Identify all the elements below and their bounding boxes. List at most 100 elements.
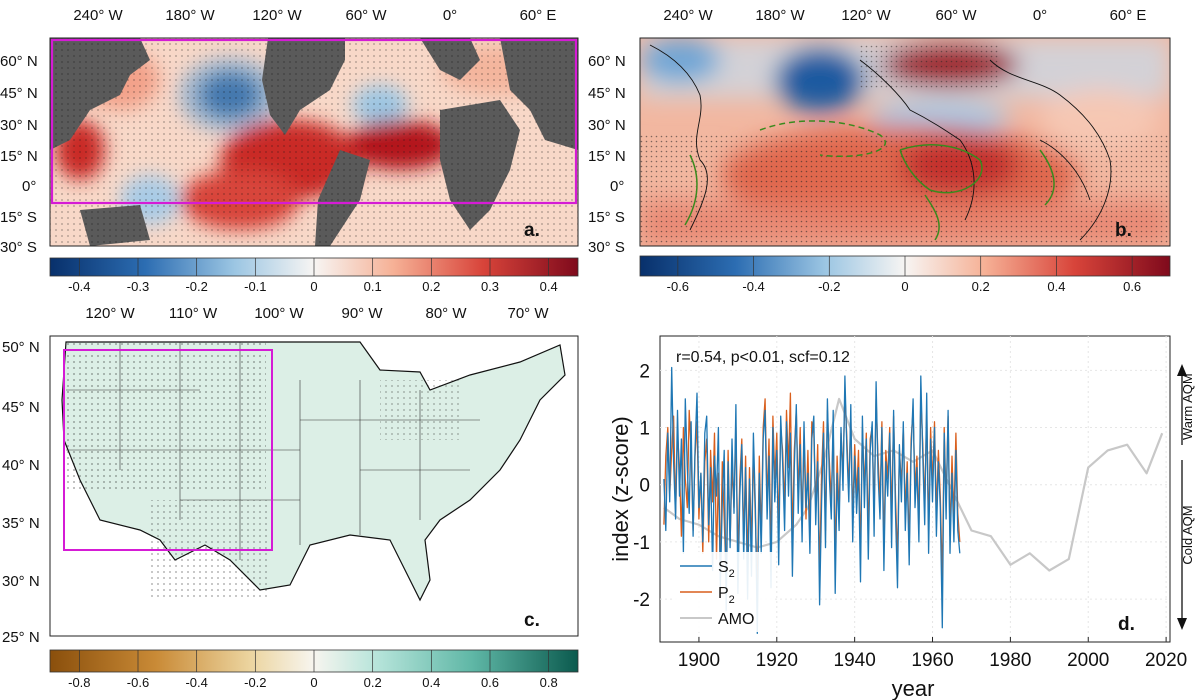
lat-label: 15° S (0, 209, 37, 226)
panel-b-lat-labels: 60° N 45° N 30° N 15° N 0° 15° S 30° S (588, 53, 626, 256)
panel-b-colorbar: -0.6 -0.4 -0.2 0 0.2 0.4 0.6 (639, 255, 1171, 294)
y-tick-label: -1 (633, 533, 650, 554)
lat-label: 40° N (2, 457, 40, 474)
panel-c-lat-labels: 50° N 45° N 40° N 35° N 30° N 25° N (2, 339, 40, 646)
lon-label: 70° W (507, 305, 549, 322)
lon-label: 60° E (520, 7, 557, 24)
lat-label: 35° N (2, 515, 40, 532)
legend-series-sub: 2 (729, 594, 735, 606)
panel-c-colorbar: -0.8 -0.6 -0.4 -0.2 0 0.2 0.4 0.6 0.8 (49, 649, 579, 690)
x-tick-label: 1980 (989, 650, 1031, 671)
lon-label: 90° W (341, 305, 383, 322)
panel-b-contours (684, 120, 1055, 241)
lon-label: 120° W (85, 305, 135, 322)
lat-label: 0° (610, 178, 624, 195)
lon-label: 60° W (935, 7, 977, 24)
lat-label: 25° N (2, 629, 40, 646)
colorbar-tick-label: 0.4 (1047, 279, 1065, 294)
colorbar-tick-label: -0.3 (127, 279, 149, 294)
colorbar-tick-label: -0.4 (185, 675, 207, 690)
colorbar-tick-label: 0.4 (422, 675, 440, 690)
colorbar-tick-label: -0.6 (127, 675, 149, 690)
colorbar-tick-label: 0 (901, 279, 908, 294)
panel-c: 120° W 110° W 100° W 90° W 80° W 70° W 5… (2, 305, 579, 690)
lon-label: 180° W (755, 7, 805, 24)
lon-label: 100° W (254, 305, 304, 322)
y-tick-label: 1 (639, 419, 650, 440)
lat-label: 50° N (2, 339, 40, 356)
legend-label-p2: P2 (718, 585, 735, 606)
colorbar-tick-label: -0.8 (68, 675, 90, 690)
colorbar-tick-label: 0.6 (1123, 279, 1141, 294)
cold-arrowhead (1177, 618, 1187, 630)
panel-letter-a: a. (524, 220, 540, 241)
colorbar-tick-label: 0.2 (972, 279, 990, 294)
aqm-arrows: Warm AQM Cold AQM (1177, 364, 1195, 630)
x-tick-label: 1960 (911, 650, 953, 671)
panel-b-lon-labels: 240° W 180° W 120° W 60° W 0° 60° E (663, 7, 1146, 24)
stats-annotation: r=0.54, p<0.01, scf=0.12 (676, 349, 850, 366)
colorbar-tick-label: -0.4 (742, 279, 764, 294)
panel-c-map (50, 336, 578, 636)
cold-aqm-label: Cold AQM (1180, 505, 1195, 564)
lon-label: 240° W (73, 7, 123, 24)
colorbar-tick-label: -0.4 (68, 279, 90, 294)
colorbar-tick-label: -0.2 (185, 279, 207, 294)
lat-label: 15° S (588, 209, 625, 226)
lon-label: 120° W (841, 7, 891, 24)
panel-a-map (50, 38, 578, 246)
colorbar-tick-label: -0.6 (667, 279, 689, 294)
colorbar-tick-label: 0 (310, 279, 317, 294)
colorbar-tick-label: 0.4 (540, 279, 558, 294)
lon-label: 0° (443, 7, 457, 24)
panel-letter-b: b. (1115, 220, 1132, 241)
panel-a-lat-labels: 60° N 45° N 30° N 15° N 0° 15° S 30° S (0, 53, 38, 256)
colorbar-tick-label: 0.8 (540, 675, 558, 690)
colorbar-tick-label: 0.3 (481, 279, 499, 294)
panel-b-map (640, 38, 1170, 246)
lon-label: 240° W (663, 7, 713, 24)
colorbar-tick-label: 0.6 (481, 675, 499, 690)
series-line-s (663, 366, 961, 635)
panel-c-lon-labels: 120° W 110° W 100° W 90° W 80° W 70° W (85, 305, 549, 322)
lat-label: 30° N (588, 117, 626, 134)
colorbar-tick-label: -0.2 (818, 279, 840, 294)
legend: S2 P2 AMO (674, 552, 774, 632)
x-axis-label: year (892, 676, 935, 700)
lat-label: 45° N (588, 85, 626, 102)
y-tick-label: 2 (639, 361, 650, 382)
lon-label: 180° W (165, 7, 215, 24)
warm-aqm-label: Warm AQM (1180, 373, 1195, 440)
colorbar-tick-label: -0.2 (244, 675, 266, 690)
lon-label: 60° E (1110, 7, 1147, 24)
lon-label: 0° (1033, 7, 1047, 24)
colorbar-tick-label: 0 (310, 675, 317, 690)
panel-letter-c: c. (524, 610, 540, 631)
lat-label: 45° N (2, 399, 40, 416)
lat-label: 60° N (0, 53, 38, 70)
lat-label: 30° N (2, 573, 40, 590)
y-tick-label: 0 (639, 476, 650, 497)
lon-label: 80° W (425, 305, 467, 322)
colorbar-tick-label: 0.2 (364, 675, 382, 690)
warm-arrowhead (1177, 364, 1187, 376)
y-tick-label: -2 (633, 590, 650, 611)
panel-b-coastlines (649, 44, 1112, 241)
colorbar-tick-label: 0.1 (364, 279, 382, 294)
legend-series-name: P (718, 585, 729, 602)
legend-series-name: S (718, 559, 729, 576)
x-tick-label: 1920 (756, 650, 798, 671)
x-tick-label: 2000 (1067, 650, 1109, 671)
lat-label: 15° N (588, 148, 626, 165)
legend-series-sub: 2 (729, 568, 735, 580)
panel-a-lon-labels: 240° W 180° W 120° W 60° W 0° 60° E (73, 7, 556, 24)
lat-label: 0° (22, 178, 36, 195)
x-tick-label: 1940 (834, 650, 876, 671)
panel-d: -2 -1 0 1 2 1900 1920 1940 1960 1980 2000 2020 r=0.… (608, 335, 1195, 700)
lat-label: 30° S (588, 239, 625, 256)
x-tick-label: 1900 (678, 650, 720, 671)
x-tick-label: 2020 (1145, 650, 1187, 671)
lat-label: 30° S (0, 239, 37, 256)
lon-label: 60° W (345, 7, 387, 24)
